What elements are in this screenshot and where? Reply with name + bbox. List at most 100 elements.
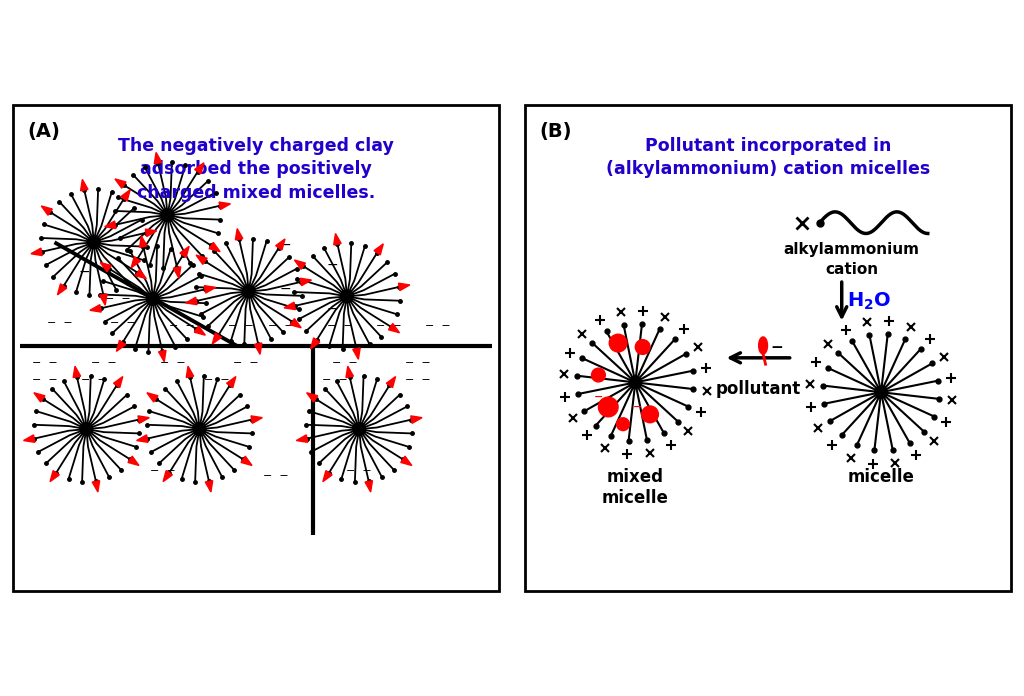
Text: (B): (B) [540, 122, 572, 141]
Circle shape [146, 292, 159, 306]
Text: −  −: − − [376, 321, 401, 331]
Polygon shape [310, 338, 319, 349]
Polygon shape [284, 302, 295, 310]
Text: $\bf{H_2O}$: $\bf{H_2O}$ [847, 291, 891, 312]
Text: −: − [78, 264, 90, 279]
Polygon shape [374, 244, 383, 255]
Polygon shape [81, 180, 88, 191]
Polygon shape [334, 234, 341, 245]
Text: −  −: − − [425, 321, 451, 331]
Polygon shape [296, 435, 307, 443]
Polygon shape [205, 481, 213, 492]
Polygon shape [209, 242, 220, 252]
Polygon shape [398, 283, 410, 291]
Circle shape [353, 422, 366, 436]
Polygon shape [114, 377, 123, 388]
Circle shape [635, 340, 650, 354]
Circle shape [598, 397, 618, 417]
Text: −: − [770, 340, 783, 356]
Polygon shape [146, 393, 158, 402]
Polygon shape [57, 284, 67, 295]
Text: cation: cation [825, 262, 879, 277]
Polygon shape [139, 236, 147, 247]
Polygon shape [92, 481, 99, 492]
Text: −  −: − − [204, 375, 229, 385]
Polygon shape [34, 393, 45, 402]
Polygon shape [306, 393, 317, 402]
Text: −  −: − − [327, 321, 352, 331]
Text: −  −: − − [160, 358, 185, 367]
Text: −: − [633, 402, 642, 412]
Text: −  −: − − [32, 375, 57, 385]
Text: pollutant: pollutant [716, 380, 801, 398]
Circle shape [194, 422, 206, 436]
Polygon shape [294, 260, 305, 269]
Polygon shape [100, 262, 112, 271]
Polygon shape [31, 248, 42, 255]
Polygon shape [117, 340, 126, 351]
Ellipse shape [759, 337, 768, 354]
Text: −: − [280, 238, 291, 252]
Polygon shape [155, 152, 162, 164]
Polygon shape [241, 456, 252, 466]
Polygon shape [275, 239, 285, 250]
Polygon shape [205, 285, 216, 293]
Polygon shape [365, 481, 373, 492]
Polygon shape [219, 202, 230, 209]
Polygon shape [50, 470, 59, 482]
Circle shape [87, 236, 100, 248]
Text: −  −: − − [263, 470, 289, 481]
Polygon shape [323, 470, 332, 482]
Circle shape [629, 376, 642, 388]
Polygon shape [41, 206, 52, 215]
Polygon shape [388, 324, 399, 333]
Circle shape [243, 285, 255, 298]
Polygon shape [131, 257, 140, 268]
Polygon shape [236, 228, 243, 240]
Polygon shape [99, 294, 108, 305]
Text: −  −: − − [91, 358, 117, 367]
Polygon shape [173, 267, 181, 278]
Circle shape [616, 418, 630, 431]
Polygon shape [290, 319, 301, 328]
Circle shape [341, 290, 353, 303]
Polygon shape [300, 278, 311, 285]
Polygon shape [400, 456, 412, 466]
Text: −  −: − − [150, 466, 175, 476]
Text: −  −: − − [322, 375, 347, 385]
Text: −  −: − − [406, 375, 431, 385]
Text: micelle: micelle [848, 468, 914, 487]
Text: −  −: − − [233, 358, 259, 367]
Text: −: − [327, 258, 338, 271]
Text: −  −: − − [32, 358, 57, 367]
Polygon shape [346, 366, 353, 377]
Polygon shape [135, 269, 146, 278]
Polygon shape [163, 470, 172, 482]
Text: −: − [280, 282, 291, 296]
Circle shape [592, 368, 605, 382]
Polygon shape [411, 416, 422, 423]
Polygon shape [73, 366, 81, 377]
Text: −  −: − − [169, 321, 196, 331]
Polygon shape [138, 416, 150, 423]
Text: (A): (A) [28, 122, 60, 141]
Polygon shape [115, 179, 126, 188]
Polygon shape [352, 348, 360, 359]
Text: −: − [594, 392, 603, 402]
Polygon shape [128, 456, 139, 466]
Circle shape [80, 422, 93, 436]
Text: −  −: − − [105, 294, 131, 304]
Polygon shape [90, 305, 101, 312]
Polygon shape [386, 377, 395, 388]
Text: The negatively charged clay
adsorbed the positively
charged mixed micelles.: The negatively charged clay adsorbed the… [118, 136, 394, 202]
Polygon shape [121, 190, 130, 201]
Text: −  −: − − [46, 319, 73, 329]
Text: −: − [327, 301, 338, 316]
Polygon shape [195, 326, 206, 335]
Circle shape [161, 209, 174, 221]
Polygon shape [159, 350, 166, 362]
Polygon shape [251, 416, 262, 423]
Polygon shape [24, 435, 35, 443]
Text: −  −: − − [81, 375, 106, 385]
Circle shape [874, 386, 888, 399]
